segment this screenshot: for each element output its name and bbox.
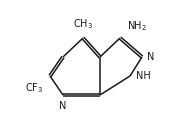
Text: N: N (147, 52, 154, 62)
Text: CF$_3$: CF$_3$ (25, 81, 43, 95)
Text: NH$_2$: NH$_2$ (127, 19, 147, 33)
Text: NH: NH (136, 71, 151, 81)
Text: CH$_3$: CH$_3$ (73, 17, 93, 31)
Text: N: N (59, 101, 67, 111)
